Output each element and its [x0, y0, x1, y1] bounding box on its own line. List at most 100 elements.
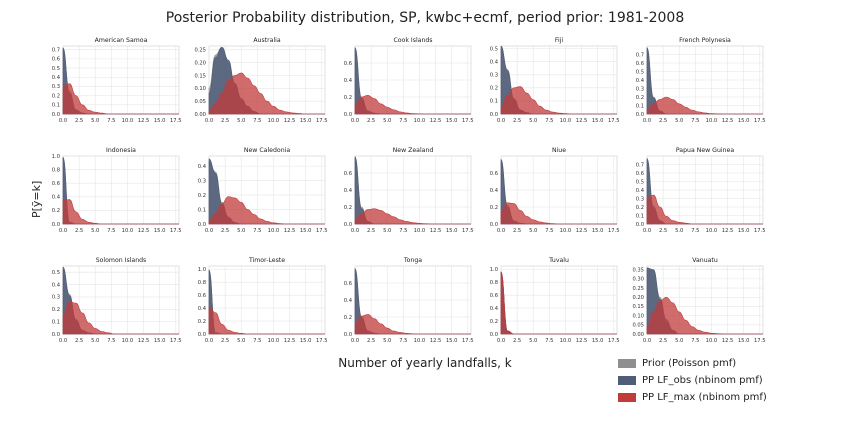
legend: Prior (Poisson pmf) PP LF_obs (nbinom pm… — [618, 355, 767, 406]
subplot-frame — [500, 265, 618, 335]
x-tick-label: 10.0 — [706, 228, 718, 234]
x-tick-label: 12.5 — [722, 338, 734, 344]
x-tick-label: 15.0 — [446, 118, 458, 124]
x-tick-label: 5.0 — [675, 228, 683, 234]
x-tick-label: 0.0 — [643, 118, 651, 124]
legend-swatch-pp-lf-obs — [618, 376, 636, 385]
x-tick-label: 12.5 — [722, 118, 734, 124]
subplot-title: Fiji — [555, 37, 564, 44]
x-tick-label: 15.0 — [300, 228, 312, 234]
x-tick-label: 15.0 — [738, 228, 750, 234]
legend-label-pp-lf-max: PP LF_max (nbinom pmf) — [642, 392, 767, 403]
y-tick-label: 0.5 — [636, 179, 644, 185]
subplot-title: French Polynesia — [679, 37, 731, 44]
x-tick-label: 17.5 — [316, 338, 328, 344]
x-tick-label: 7.5 — [253, 338, 261, 344]
x-tick-label: 12.5 — [284, 228, 296, 234]
x-tick-label: 7.5 — [691, 338, 699, 344]
x-tick-label: 0.0 — [59, 338, 67, 344]
x-tick-label: 10.0 — [560, 228, 572, 234]
x-tick-label: 5.0 — [675, 338, 683, 344]
y-tick-label: 0.4 — [490, 306, 499, 312]
x-tick-label: 10.0 — [560, 338, 572, 344]
x-tick-label: 5.0 — [529, 338, 537, 344]
y-tick-label: 0.7 — [636, 162, 644, 168]
subplot-papua-new-guinea: 0.0 2.5 5.0 7.5 10.0 12.5 15.0 17.5 0.0 0.1 0.2 0.3… — [636, 147, 766, 234]
y-tick-label: 0.0 — [636, 222, 644, 228]
y-tick-label: 0.6 — [344, 61, 352, 67]
x-tick-label: 0.0 — [59, 228, 67, 234]
x-tick-label: 17.5 — [608, 228, 620, 234]
x-tick-label: 0.0 — [643, 338, 651, 344]
y-tick-label: 0.6 — [52, 57, 60, 63]
x-tick-label: 17.5 — [170, 118, 182, 124]
y-tick-label: 0.0 — [198, 332, 206, 338]
x-tick-label: 17.5 — [754, 118, 766, 124]
y-tick-label: 0.0 — [490, 112, 498, 118]
x-tick-label: 2.5 — [75, 118, 83, 124]
y-tick-label: 0.15 — [632, 304, 644, 310]
subplot-title: Vanuatu — [692, 257, 718, 264]
series-area-pp-lf-max-nbinom-pmf- — [62, 199, 179, 225]
x-tick-label: 7.5 — [253, 118, 261, 124]
y-tick-label: 0.0 — [344, 222, 352, 228]
legend-label-pp-lf-obs: PP LF_obs (nbinom pmf) — [642, 375, 763, 386]
subplot-title: Australia — [253, 37, 281, 44]
y-tick-label: 0.3 — [52, 84, 60, 90]
y-tick-label: 0.3 — [636, 196, 644, 202]
y-tick-label: 0.6 — [636, 61, 644, 67]
x-tick-label: 15.0 — [446, 228, 458, 234]
x-tick-label: 2.5 — [659, 338, 667, 344]
subplot-title: Tonga — [403, 257, 422, 264]
y-tick-label: 0.25 — [194, 48, 206, 54]
x-tick-label: 12.5 — [722, 228, 734, 234]
y-tick-label: 0.2 — [636, 205, 644, 211]
y-tick-label: 0.15 — [194, 73, 206, 79]
subplot-niue: 0.0 2.5 5.0 7.5 10.0 12.5 15.0 17.5 0.0 0.2 0.4 0.6… — [490, 147, 620, 234]
x-tick-label: 10.0 — [268, 338, 280, 344]
series-area-pp-lf-max-nbinom-pmf- — [62, 83, 179, 115]
x-tick-label: 7.5 — [545, 228, 553, 234]
y-tick-label: 0.4 — [344, 298, 353, 304]
y-tick-label: 0.0 — [344, 332, 352, 338]
series-area-pp-lf-max-nbinom-pmf- — [354, 94, 471, 115]
x-tick-label: 0.0 — [205, 118, 213, 124]
x-tick-label: 15.0 — [154, 338, 166, 344]
x-tick-label: 2.5 — [221, 338, 229, 344]
y-tick-label: 0.7 — [52, 47, 60, 53]
y-tick-label: 0.0 — [52, 332, 60, 338]
subplot-tonga: 0.0 2.5 5.0 7.5 10.0 12.5 15.0 17.5 0.0 0.2 0.4 0.6… — [344, 257, 474, 344]
y-tick-label: 0.4 — [636, 188, 645, 194]
x-tick-label: 17.5 — [754, 338, 766, 344]
subplot-frame — [208, 265, 326, 335]
y-tick-label: 0.0 — [636, 112, 644, 118]
x-tick-label: 10.0 — [268, 228, 280, 234]
y-tick-label: 0.0 — [490, 332, 498, 338]
y-tick-label: 0.0 — [198, 222, 206, 228]
x-tick-label: 0.0 — [643, 228, 651, 234]
y-tick-label: 1.0 — [52, 154, 60, 160]
y-tick-label: 0.0 — [52, 112, 60, 118]
x-tick-label: 10.0 — [268, 118, 280, 124]
y-tick-label: 0.0 — [490, 222, 498, 228]
y-tick-label: 0.5 — [636, 69, 644, 75]
x-tick-label: 7.5 — [545, 338, 553, 344]
y-tick-label: 0.4 — [52, 282, 61, 288]
y-tick-label: 0.4 — [490, 59, 499, 65]
y-tick-label: 0.5 — [52, 66, 60, 72]
x-tick-label: 0.0 — [497, 338, 505, 344]
x-tick-label: 7.5 — [691, 228, 699, 234]
y-tick-label: 0.2 — [490, 319, 498, 325]
x-tick-label: 7.5 — [253, 228, 261, 234]
series-area-pp-lf-max-nbinom-pmf- — [208, 72, 325, 115]
series-area-pp-lf-max-nbinom-pmf- — [646, 194, 763, 225]
y-tick-label: 0.1 — [636, 103, 644, 109]
x-tick-label: 17.5 — [316, 118, 328, 124]
x-tick-label: 0.0 — [59, 118, 67, 124]
x-tick-label: 12.5 — [430, 118, 442, 124]
x-tick-label: 10.0 — [414, 118, 426, 124]
y-tick-label: 0.2 — [344, 315, 352, 321]
y-tick-label: 0.7 — [636, 52, 644, 58]
x-tick-label: 2.5 — [367, 228, 375, 234]
subplot-vanuatu: 0.0 2.5 5.0 7.5 10.0 12.5 15.0 17.5 0.00 0.05 0.10… — [632, 257, 765, 344]
